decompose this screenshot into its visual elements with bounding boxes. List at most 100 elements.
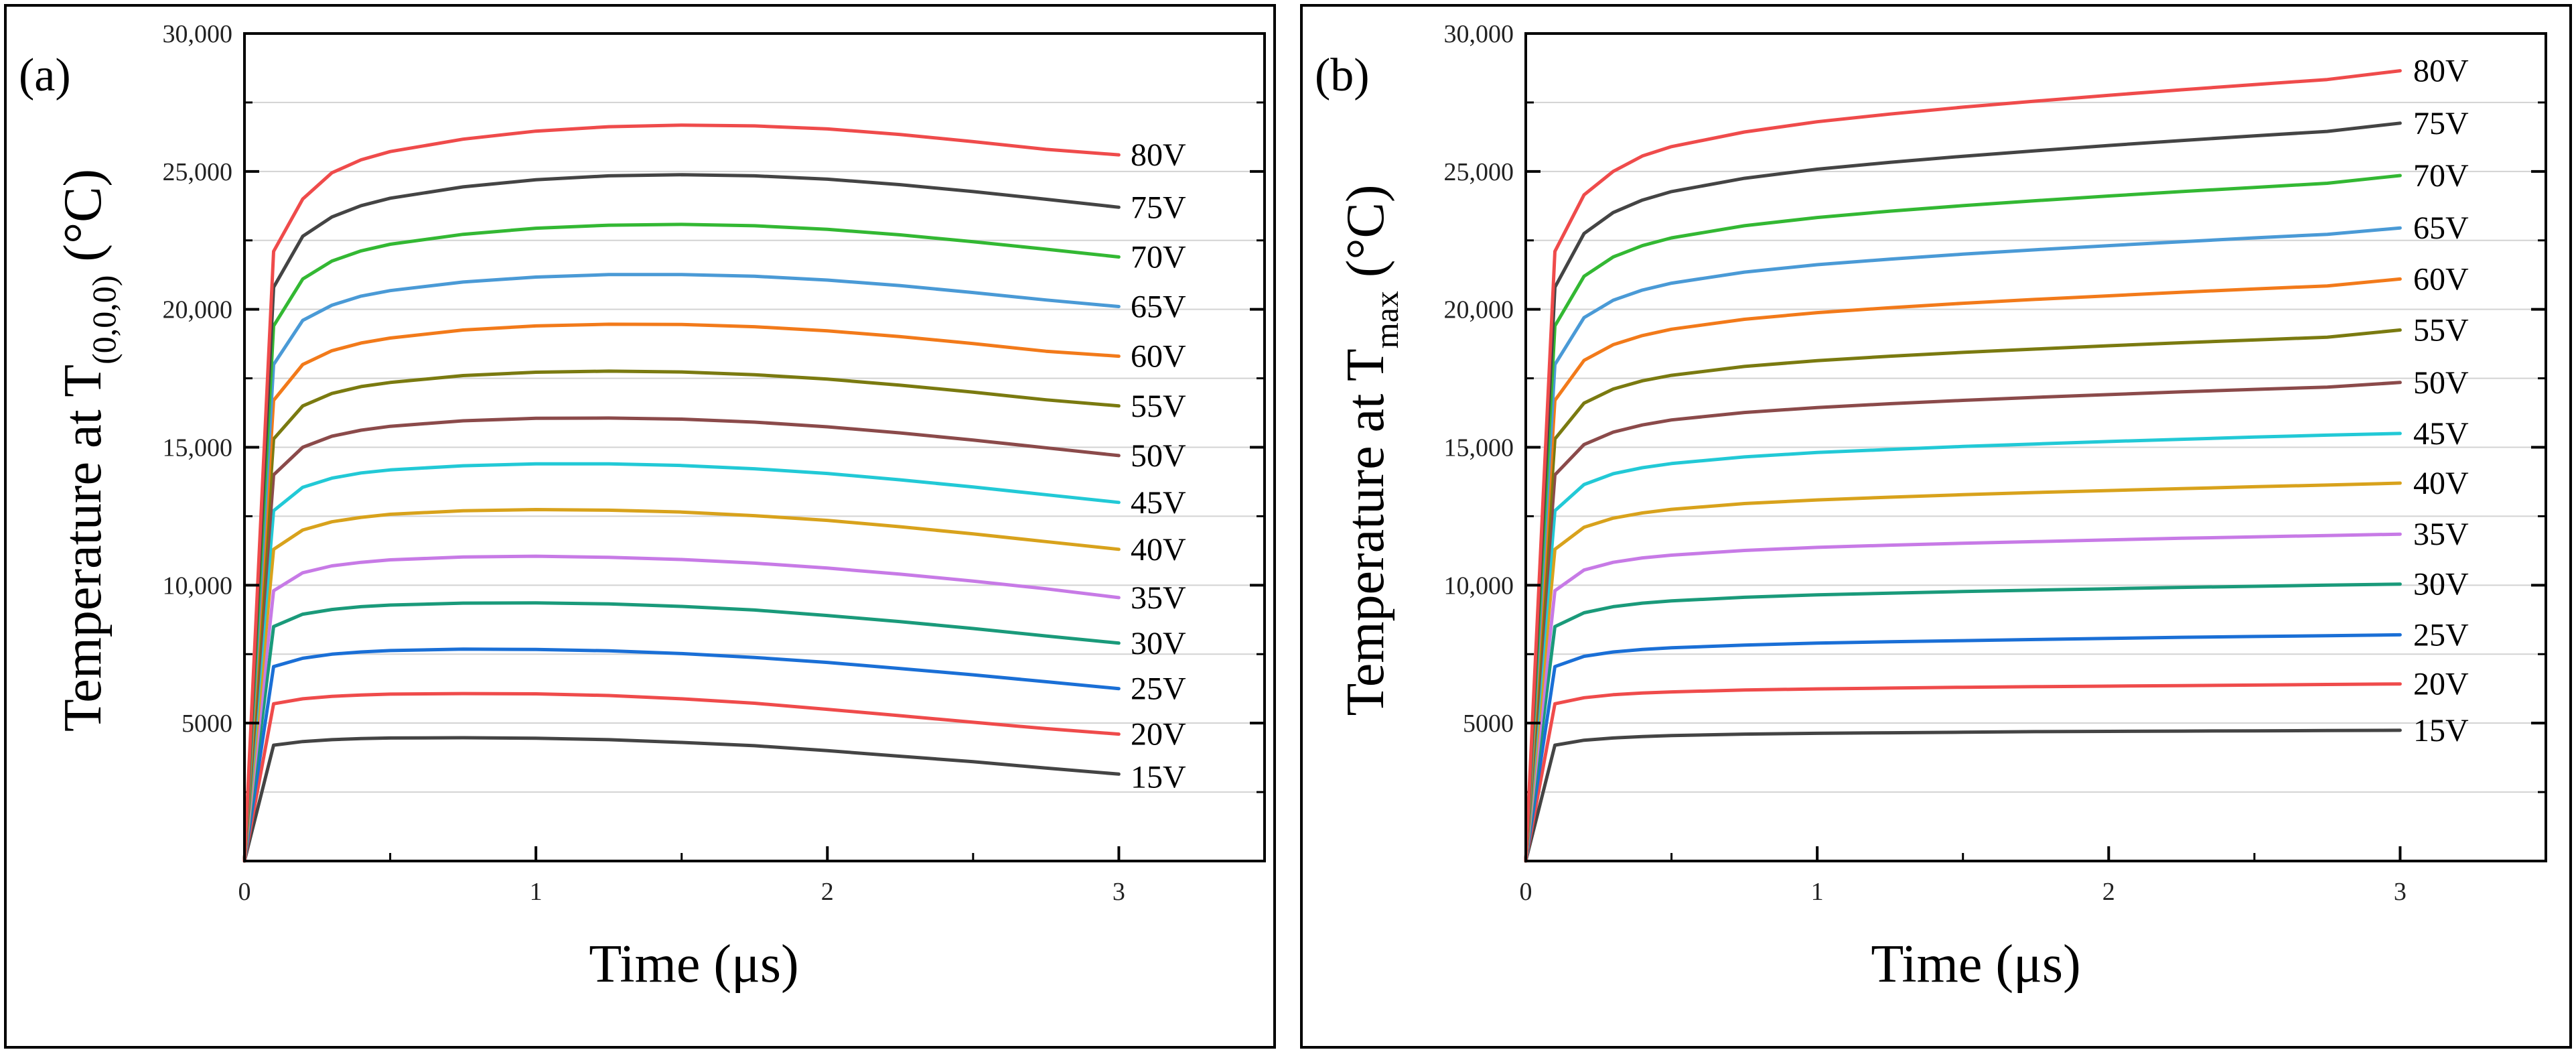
panel-a-y-tick-label: 25,000 — [163, 158, 233, 186]
panel-a-x-tick-label: 3 — [1113, 878, 1125, 906]
panel-b-y-axis-label: Temperature at Tmax (°C) — [1336, 185, 1405, 716]
panel-b-series-label-30V: 30V — [2413, 567, 2469, 602]
panel-b-lines — [1524, 69, 2402, 863]
panel-a-series-label-30V: 30V — [1131, 626, 1186, 661]
panel-b-series-label-25V: 25V — [2413, 617, 2469, 653]
panel-b-series-50V — [1524, 381, 2402, 863]
panel-b-label: (b) — [1315, 50, 1370, 101]
panel-a-y-axis-label-main: Temperature at T — [54, 365, 113, 732]
panel-b-series-30V — [1524, 582, 2402, 863]
panel-b-y-ticks: 5000 10,000 15,000 20,000 25,000 30,000 — [1444, 20, 2546, 738]
panel-a-series-20V — [242, 691, 1121, 863]
panel-a-series-15V — [242, 736, 1121, 863]
panel-b-series-70V — [1524, 174, 2402, 863]
panel-b-series-80V — [1524, 69, 2402, 863]
panel-a-y-axis-label-unit: (°C) — [54, 169, 113, 275]
panel-a-frame — [4, 4, 1276, 1049]
panel-b-series-60V — [1524, 277, 2402, 863]
panel-b-y-axis-label-sub: max — [1368, 291, 1405, 348]
panel-b-series-25V — [1524, 633, 2402, 863]
panel-a-x-axis-label: Time (μs) — [589, 935, 798, 994]
panel-a-y-tick-label: 20,000 — [163, 296, 233, 324]
panel-a-series-55V — [242, 369, 1121, 863]
panel-a-x-ticks: 0 1 2 3 — [238, 846, 1125, 906]
panel-a-series-80V — [242, 123, 1121, 863]
panel-a-x-tick-label: 2 — [821, 878, 834, 906]
panel-a-series-50V — [242, 416, 1121, 863]
panel-a-series-45V — [242, 462, 1121, 863]
panel-b-gridlines — [1526, 101, 2546, 793]
panel-a-y-axis-label: Temperature at T(0,0,0) (°C) — [54, 169, 123, 732]
panel-a-series-label-75V: 75V — [1131, 190, 1186, 225]
panel-a-y-ticks: 5000 10,000 15,000 20,000 25,000 30,000 — [163, 20, 1265, 738]
panel-a-series-label-40V: 40V — [1131, 532, 1186, 568]
panel-b-series-55V — [1524, 328, 2402, 863]
panel-b-series-label-80V: 80V — [2413, 54, 2469, 89]
panel-a-series-35V — [242, 554, 1121, 863]
panel-b-x-tick-label: 2 — [2102, 878, 2115, 906]
panel-a-y-axis-label-sub: (0,0,0) — [85, 275, 123, 365]
panel-a-series-label-80V: 80V — [1131, 137, 1186, 173]
panel-b-series-label-65V: 65V — [2413, 210, 2469, 246]
panel-b-series-label-60V: 60V — [2413, 261, 2469, 297]
panel-a-x-tick-label: 1 — [530, 878, 543, 906]
panel-b-series-35V — [1524, 532, 2402, 863]
panel-a-series-label-45V: 45V — [1131, 485, 1186, 521]
panel-b: 80V 75V 70V 65V 60V 55V 50V 45V 40V 35V 30V 25V 20V 1… — [1300, 4, 2572, 1049]
panel-b-series-label-15V: 15V — [2413, 713, 2469, 748]
panel-a-series-label-15V: 15V — [1131, 760, 1186, 795]
panel-a-series-70V — [242, 222, 1121, 863]
panel-a-series-30V — [242, 601, 1121, 863]
panel-b-series-40V — [1524, 481, 2402, 863]
panel-b-series-label-45V: 45V — [2413, 416, 2469, 452]
panel-b-x-axis-label: Time (μs) — [1871, 935, 2080, 994]
panel-a-y-tick-label: 15,000 — [163, 434, 233, 462]
panel-a-series-label-55V: 55V — [1131, 389, 1186, 424]
panel-b-series-label-55V: 55V — [2413, 313, 2469, 348]
panel-b-series-label-50V: 50V — [2413, 365, 2469, 401]
panel-a-y-tick-label: 30,000 — [163, 20, 233, 48]
panel-b-y-axis-label-unit: (°C) — [1336, 185, 1395, 291]
panel-b-y-tick-label: 5000 — [1463, 710, 1514, 738]
panel-b-series-75V — [1524, 121, 2402, 863]
panel-a-y-tick-label: 5000 — [182, 710, 232, 738]
panel-b-x-tick-label: 1 — [1811, 878, 1824, 906]
panel-a-y-tick-label: 10,000 — [163, 572, 233, 600]
panel-a-x-tick-label: 0 — [238, 878, 251, 906]
panel-a: 80V 75V 70V 65V 60V 55V 50V 45V 40V 35V 30V 25V 20V 1… — [4, 4, 1276, 1049]
panel-a-series-40V — [242, 508, 1121, 863]
panel-a-series-label-65V: 65V — [1131, 289, 1186, 325]
panel-a-series-labels: 80V 75V 70V 65V 60V 55V 50V 45V 40V 35V 30V 25V 20V 1… — [1131, 137, 1186, 795]
panel-a-series-65V — [242, 273, 1121, 863]
panel-b-x-ticks: 0 1 2 3 — [1520, 846, 2407, 906]
panel-a-series-label-25V: 25V — [1131, 671, 1186, 707]
panel-a-gridlines — [244, 101, 1265, 793]
panel-b-series-65V — [1524, 226, 2402, 863]
panel-b-series-label-40V: 40V — [2413, 466, 2469, 501]
panel-a-series-60V — [242, 322, 1121, 863]
panel-b-x-tick-label: 0 — [1520, 878, 1532, 906]
panel-b-x-tick-label: 3 — [2394, 878, 2407, 906]
panel-a-series-label-20V: 20V — [1131, 717, 1186, 752]
panel-b-series-20V — [1524, 682, 2402, 863]
panel-a-series-label-70V: 70V — [1131, 239, 1186, 275]
panel-b-series-label-70V: 70V — [2413, 158, 2469, 194]
panel-b-y-tick-label: 10,000 — [1444, 572, 1514, 600]
panel-b-frame — [1300, 4, 2572, 1049]
panel-a-series-label-35V: 35V — [1131, 580, 1186, 616]
panel-a-series-25V — [242, 647, 1121, 863]
panel-a-series-label-60V: 60V — [1131, 339, 1186, 375]
panel-b-y-tick-label: 30,000 — [1444, 20, 1514, 48]
panel-b-y-tick-label: 20,000 — [1444, 296, 1514, 324]
panel-b-series-15V — [1524, 728, 2402, 863]
panel-b-y-tick-label: 25,000 — [1444, 158, 1514, 186]
panel-b-series-label-35V: 35V — [2413, 517, 2469, 552]
panel-a-series-label-50V: 50V — [1131, 438, 1186, 474]
panel-b-series-label-20V: 20V — [2413, 667, 2469, 702]
panel-b-series-45V — [1524, 432, 2402, 863]
panel-a-series-75V — [242, 173, 1121, 863]
panel-b-y-tick-label: 15,000 — [1444, 434, 1514, 462]
panel-a-lines — [242, 123, 1121, 863]
panel-b-y-axis-label-main: Temperature at T — [1336, 348, 1395, 716]
